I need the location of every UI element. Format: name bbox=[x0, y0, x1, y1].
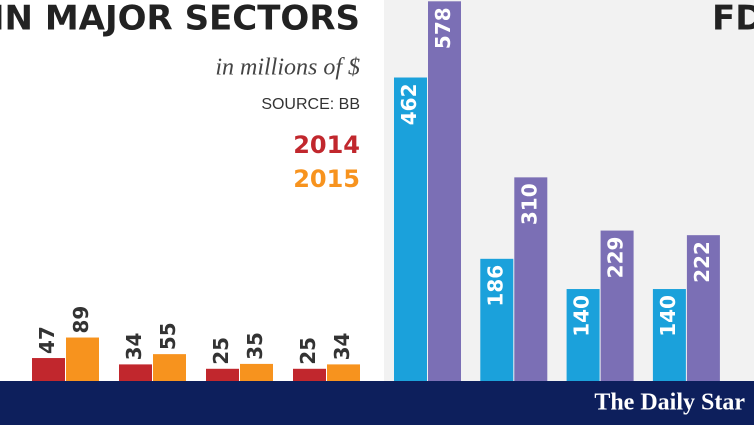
value-label: 310 bbox=[517, 183, 541, 225]
value-label: 34 bbox=[122, 333, 146, 361]
bar bbox=[32, 358, 65, 381]
value-label: 229 bbox=[604, 237, 628, 279]
logo: The Daily Star bbox=[594, 390, 745, 416]
bar bbox=[394, 77, 427, 381]
bar bbox=[153, 354, 186, 381]
value-label: 34 bbox=[330, 333, 354, 361]
bar bbox=[327, 364, 360, 381]
bar bbox=[119, 364, 152, 381]
value-label: 89 bbox=[69, 306, 93, 334]
bar bbox=[514, 177, 548, 381]
right-title: FD bbox=[712, 0, 754, 39]
bar bbox=[66, 337, 99, 381]
value-label: 186 bbox=[483, 265, 507, 307]
left-panel bbox=[0, 0, 384, 381]
value-label: 47 bbox=[35, 326, 59, 354]
value-label: 462 bbox=[397, 84, 421, 126]
value-label: 140 bbox=[570, 295, 594, 337]
value-label: 55 bbox=[156, 322, 180, 350]
value-label: 25 bbox=[209, 337, 233, 365]
source: SOURCE: BB bbox=[261, 96, 360, 113]
legend-entry: 2014 bbox=[293, 131, 360, 159]
legend-entry: 2015 bbox=[293, 165, 360, 193]
value-label: 35 bbox=[243, 332, 267, 360]
value-label: 578 bbox=[431, 7, 455, 49]
value-label: 25 bbox=[296, 337, 320, 365]
bar bbox=[686, 235, 720, 381]
bar bbox=[428, 1, 461, 382]
bar bbox=[566, 289, 600, 381]
value-label: 222 bbox=[690, 241, 714, 283]
bar bbox=[600, 230, 634, 381]
bar bbox=[206, 368, 239, 381]
bar bbox=[240, 363, 273, 381]
bar bbox=[480, 258, 514, 381]
footer-band bbox=[0, 381, 754, 425]
value-label: 140 bbox=[656, 295, 680, 337]
bar bbox=[293, 368, 326, 381]
subtitle: in millions of $ bbox=[215, 55, 360, 81]
left-title: IN MAJOR SECTORS bbox=[0, 0, 360, 39]
bar bbox=[652, 289, 686, 381]
